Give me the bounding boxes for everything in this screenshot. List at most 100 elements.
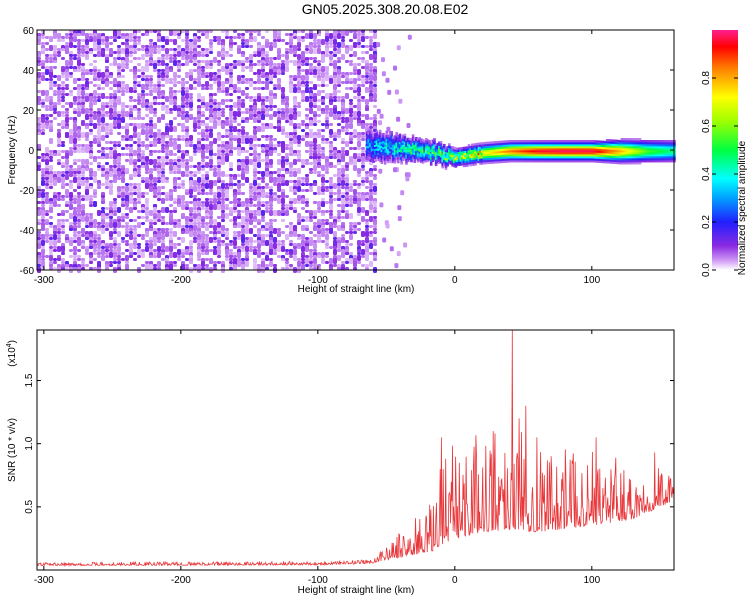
- spectrogram-noise-cell: [361, 177, 365, 180]
- spectrogram-noise-cell: [325, 201, 329, 204]
- spectrogram-noise-cell: [329, 216, 333, 219]
- spectrogram-signal-cell: [421, 145, 425, 148]
- spectrogram-noise-cell: [157, 141, 161, 144]
- spectrogram-noise-cell: [305, 189, 309, 192]
- spectrogram-noise-cell: [169, 135, 173, 138]
- spectrogram-noise-cell: [125, 216, 129, 219]
- spectrogram-noise-cell: [73, 57, 77, 60]
- spectrogram-signal-cell: [425, 154, 428, 157]
- spectrogram-noise-cell: [153, 252, 157, 255]
- spectrogram-signal-cell: [434, 145, 438, 149]
- spectrogram-noise-cell: [293, 210, 297, 213]
- spectrogram-noise-cell: [105, 135, 109, 138]
- spectrogram-noise-cell: [185, 222, 189, 225]
- spectrogram-noise-cell: [341, 129, 345, 132]
- spectrogram-noise-cell: [265, 171, 269, 177]
- spectrogram-noise-cell: [69, 75, 73, 78]
- spectrogram-noise-cell: [357, 33, 361, 36]
- spectrogram-signal-cell: [400, 152, 403, 155]
- spectrogram-noise-cell: [205, 129, 209, 132]
- spectrogram-noise-cell: [97, 168, 101, 171]
- spectrogram-signal-cell: [479, 160, 482, 163]
- spectrogram-noise-cell: [57, 87, 61, 90]
- spectrogram-noise-cell: [261, 177, 265, 180]
- spectrogram-noise-cell: [173, 198, 177, 201]
- spectrogram-noise-cell: [181, 39, 185, 42]
- spectrogram-signal-cell: [500, 142, 504, 146]
- spectrogram-noise-cell: [309, 63, 313, 66]
- spectrogram-signal-cell: [378, 153, 382, 157]
- spectrogram-noise-cell: [277, 51, 281, 54]
- spectrogram-noise-cell: [353, 42, 357, 48]
- spectrogram-noise-cell: [153, 249, 157, 252]
- spectrogram-signal-cell: [405, 156, 408, 159]
- spectrogram-signal-cell: [425, 150, 428, 153]
- spectrogram-noise-cell: [101, 117, 105, 123]
- spectrogram-noise-cell: [41, 75, 45, 81]
- spectrogram-noise-cell: [181, 186, 185, 189]
- spectrogram-noise-cell: [369, 87, 373, 90]
- spectrogram-noise-cell: [277, 228, 281, 231]
- spectrogram-noise-cell: [161, 60, 165, 66]
- spectrogram-noise-cell: [73, 33, 77, 36]
- spectrogram-signal-cell: [375, 144, 379, 147]
- spectrogram-noise-cell: [41, 249, 45, 255]
- spectrogram-noise-cell: [77, 159, 81, 162]
- spectrogram-signal-cell: [365, 145, 369, 148]
- spectrogram-noise-cell: [189, 156, 193, 162]
- spectrogram-signal-cell: [403, 135, 407, 139]
- spectrogram-noise-cell: [93, 111, 97, 114]
- spectrogram-noise-cell: [373, 183, 377, 186]
- spectrogram-noise-cell: [237, 210, 241, 213]
- spectrogram-noise-cell: [365, 108, 369, 111]
- spectrogram-noise-cell: [185, 102, 189, 105]
- spectrogram-signal-cell: [459, 163, 463, 166]
- spectrogram-noise-cell: [57, 234, 61, 237]
- spectrogram-signal-cell: [408, 152, 412, 155]
- spectrogram-noise-cell: [321, 138, 325, 141]
- spectrogram-noise-cell: [129, 69, 133, 72]
- spectrogram-signal-cell: [456, 151, 459, 155]
- spectrogram-signal-cell: [405, 144, 408, 147]
- spectrogram-noise-cell: [237, 111, 241, 117]
- spectrogram-signal-cell: [429, 159, 433, 162]
- spectrogram-noise-cell: [129, 225, 133, 228]
- spectrogram-noise-cell: [345, 81, 349, 84]
- spectrogram-signal-cell: [388, 142, 392, 146]
- spectrogram-noise-cell: [97, 99, 101, 102]
- spectrogram-noise-cell: [293, 189, 297, 192]
- spectrogram-signal-cell: [421, 161, 425, 164]
- spectrogram-noise-cell: [165, 42, 169, 45]
- spectrogram-noise-cell: [149, 180, 153, 183]
- spectrogram-noise-cell: [333, 198, 337, 201]
- spectrogram-noise-cell: [89, 186, 93, 189]
- spectrogram-noise-cell: [249, 219, 253, 225]
- spectrogram-noise-cell: [373, 201, 377, 204]
- spectrogram-noise-cell: [241, 36, 245, 39]
- spectrogram-noise-cell: [221, 147, 225, 150]
- spectrogram-signal-cell: [449, 158, 453, 161]
- spectrogram-noise-cell: [285, 96, 289, 102]
- spectrogram-noise-cell: [121, 75, 125, 78]
- spectrogram-noise-cell: [293, 108, 297, 111]
- spectrogram-noise-cell: [37, 39, 41, 42]
- spectrogram-noise-cell: [65, 135, 69, 138]
- spectrogram-noise-cell: [117, 246, 121, 252]
- spectrogram-noise-cell: [313, 33, 317, 39]
- spectrogram-signal-cell: [497, 156, 500, 160]
- spectrogram-noise-cell: [133, 45, 137, 48]
- spectrogram-noise-cell: [125, 90, 129, 93]
- spectrogram-signal-cell: [492, 149, 495, 152]
- spectrogram-noise-cell: [269, 81, 273, 84]
- spectrogram-noise-cell: [137, 138, 141, 141]
- spectrogram-noise-cell: [253, 252, 257, 255]
- spectrogram-signal-cell: [474, 151, 477, 154]
- spectrogram-noise-cell: [133, 57, 137, 60]
- spectrogram-noise-cell: [185, 33, 189, 36]
- spectrogram-noise-cell: [65, 72, 69, 78]
- spectrogram-noise-cell: [205, 102, 209, 108]
- spectrogram-signal-cell: [420, 160, 423, 163]
- spectrogram-noise-cell: [93, 114, 97, 120]
- spectrogram-noise-cell: [293, 36, 297, 39]
- spectrogram-signal-cell: [375, 140, 379, 143]
